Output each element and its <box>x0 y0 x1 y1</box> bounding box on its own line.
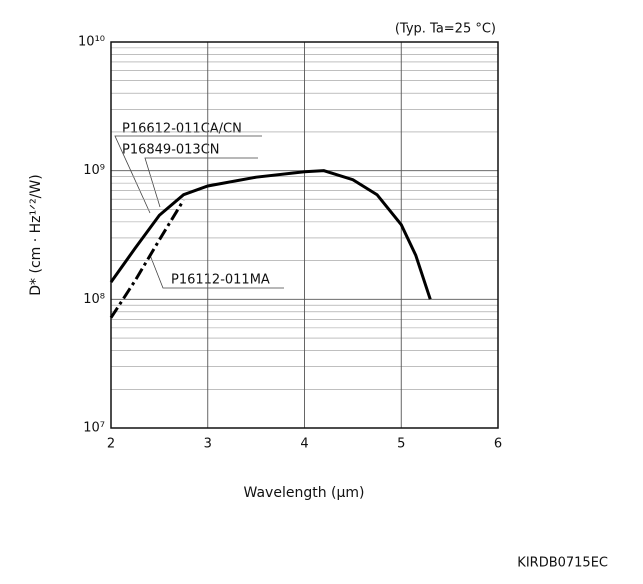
condition-note: (Typ. Ta=25 °C) <box>395 22 496 37</box>
x-tick-label: 2 <box>107 437 115 452</box>
y-tick-label: 10⁷ <box>83 421 105 436</box>
leader-line <box>114 135 262 214</box>
leader-line <box>144 157 258 208</box>
series-label: P16112-011MA <box>171 273 270 288</box>
series-label: P16612-011CA/CN <box>122 122 242 137</box>
x-tick-label: 5 <box>397 437 405 452</box>
x-tick-label: 4 <box>300 437 308 452</box>
series-label: P16849-013CN <box>122 143 220 158</box>
y-tick-label: 10⁹ <box>83 163 105 178</box>
series-line <box>109 199 185 319</box>
y-tick-label: 10⁸ <box>83 292 105 307</box>
figure-code: KIRDB0715EC <box>517 556 608 571</box>
x-tick-label: 3 <box>204 437 212 452</box>
plot-frame <box>110 41 499 429</box>
x-axis-label: Wavelength (μm) <box>244 485 365 501</box>
y-tick-label: 10¹⁰ <box>78 35 105 50</box>
y-axis-label: D* (cm · Hz¹ᐟ²/W) <box>28 174 44 295</box>
x-tick-label: 6 <box>494 437 502 452</box>
leader-line <box>149 254 284 289</box>
series-line <box>109 169 432 300</box>
